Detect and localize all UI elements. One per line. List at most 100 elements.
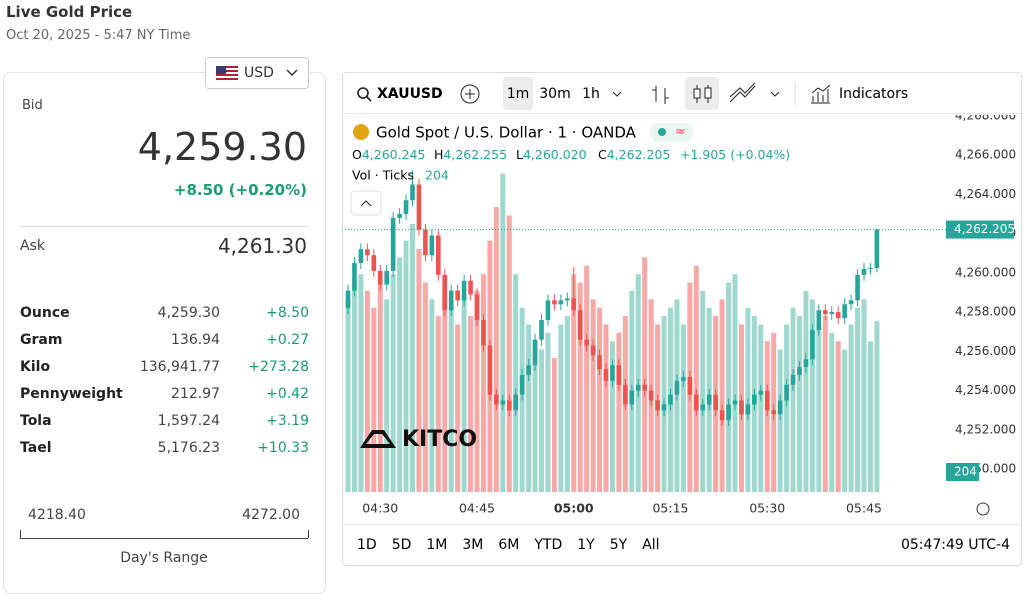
clock: 05:47:49 UTC-4 [901, 537, 1010, 553]
logo: KITCO [360, 427, 477, 452]
candle-body [661, 404, 667, 411]
range-button[interactable]: 5D [392, 537, 412, 553]
currency-select[interactable]: USD [205, 57, 309, 89]
candle-body [532, 339, 538, 366]
status-dot [658, 128, 666, 136]
volume-bar [848, 324, 854, 492]
unit-row: Tael 5,176.23 +10.33 [20, 440, 309, 460]
unit-change: +8.50 [266, 305, 309, 321]
volume-bar [480, 274, 486, 492]
candle-body [545, 300, 551, 320]
candle-body [674, 380, 680, 395]
volume-bar [351, 282, 357, 492]
candle-body [429, 235, 435, 256]
unit-price: 212.97 [171, 386, 220, 402]
candle-body [855, 274, 860, 301]
volume-bar [571, 274, 577, 492]
candle-body [461, 280, 467, 301]
candle-body [506, 400, 512, 411]
x-tick-label: 04:30 [362, 501, 398, 516]
volume-bar [558, 324, 564, 492]
volume-bar [867, 341, 873, 492]
volume-bar [797, 316, 802, 492]
candle-body [403, 200, 409, 214]
candle-body [648, 390, 654, 401]
candle-body [597, 355, 602, 370]
range-button[interactable]: 1Y [577, 537, 595, 553]
volume-bar [855, 307, 861, 492]
candle-body [552, 300, 557, 305]
volume-label: 204 [954, 465, 977, 479]
volume-bar [842, 349, 848, 492]
chart: 4,250.0004,252.0004,254.0004,256.0004,25… [342, 72, 1022, 566]
unit-change: +0.27 [266, 332, 309, 348]
candle-body [752, 394, 757, 405]
candle-icon [693, 88, 701, 99]
range-button[interactable]: 6M [498, 537, 519, 553]
ohlc-key: H [434, 147, 443, 162]
candle-body [519, 374, 525, 395]
range-tick [20, 530, 21, 538]
volume-bar [468, 316, 474, 492]
volume-bar [700, 290, 706, 492]
interval[interactable]: 30m [539, 86, 570, 102]
candle-body [861, 268, 867, 275]
candle-body [397, 213, 402, 218]
active-style [685, 77, 719, 110]
area-icon[interactable] [729, 82, 756, 103]
series-title: Gold Spot / U.S. Dollar · 1 · OANDA [376, 124, 637, 142]
bars-icon[interactable] [652, 86, 669, 104]
interval[interactable]: 1h [582, 86, 600, 102]
candle-body [790, 374, 796, 385]
candle-body [571, 298, 577, 311]
volume-bar [732, 274, 738, 492]
candle-body [777, 400, 783, 415]
range-button[interactable]: 1D [357, 537, 377, 553]
range-button[interactable]: 3M [462, 537, 483, 553]
symbol[interactable]: XAUUSD [377, 86, 443, 102]
last-price-label: 4,262.205 [954, 222, 1015, 236]
chevron [286, 69, 298, 77]
candle-body [377, 270, 383, 285]
candle-body [848, 300, 854, 305]
volume-bar [358, 274, 364, 492]
volume-bar [506, 215, 512, 493]
volume-bar [790, 307, 796, 492]
range-button[interactable]: YTD [533, 537, 562, 553]
chart-frame [342, 72, 1022, 566]
candle-body [416, 184, 422, 230]
x-tick-label: 05:30 [749, 501, 785, 516]
indicators-icon[interactable] [811, 84, 831, 104]
range-button[interactable]: 5Y [610, 537, 628, 553]
candle-body [455, 290, 460, 301]
settings-icon[interactable] [976, 502, 990, 516]
candle-body [719, 410, 725, 421]
x-tick-label: 04:45 [459, 501, 495, 516]
ohlc-value: 4,260.245 [362, 147, 426, 162]
volume-bar [532, 341, 538, 492]
unit-change: +10.33 [257, 440, 309, 456]
unit-row: Gram 136.94 +0.27 [20, 332, 309, 352]
candle-body [655, 400, 660, 411]
chevron[interactable] [770, 91, 780, 97]
volume-bar [874, 321, 880, 492]
candle-body [358, 249, 364, 264]
volume-bar [526, 324, 532, 492]
add-icon[interactable] [460, 84, 480, 104]
interval[interactable]: 1m [507, 86, 530, 102]
candle-body [513, 394, 518, 411]
chevron[interactable] [612, 91, 622, 97]
range-button[interactable]: All [642, 537, 659, 553]
volume-bar [609, 341, 615, 492]
volume-bar [564, 316, 570, 492]
last-price-badge [946, 220, 1014, 239]
collapse-button[interactable] [350, 190, 382, 216]
candle-body [365, 249, 370, 256]
bid-price: 4,259.30 [137, 125, 307, 169]
volume-bar [758, 324, 764, 492]
indicators[interactable]: Indicators [839, 86, 908, 102]
range-button[interactable]: 1M [426, 537, 447, 553]
unit-change: +3.19 [266, 413, 309, 429]
flag [216, 66, 238, 80]
logo-text: KITCO [402, 427, 477, 452]
